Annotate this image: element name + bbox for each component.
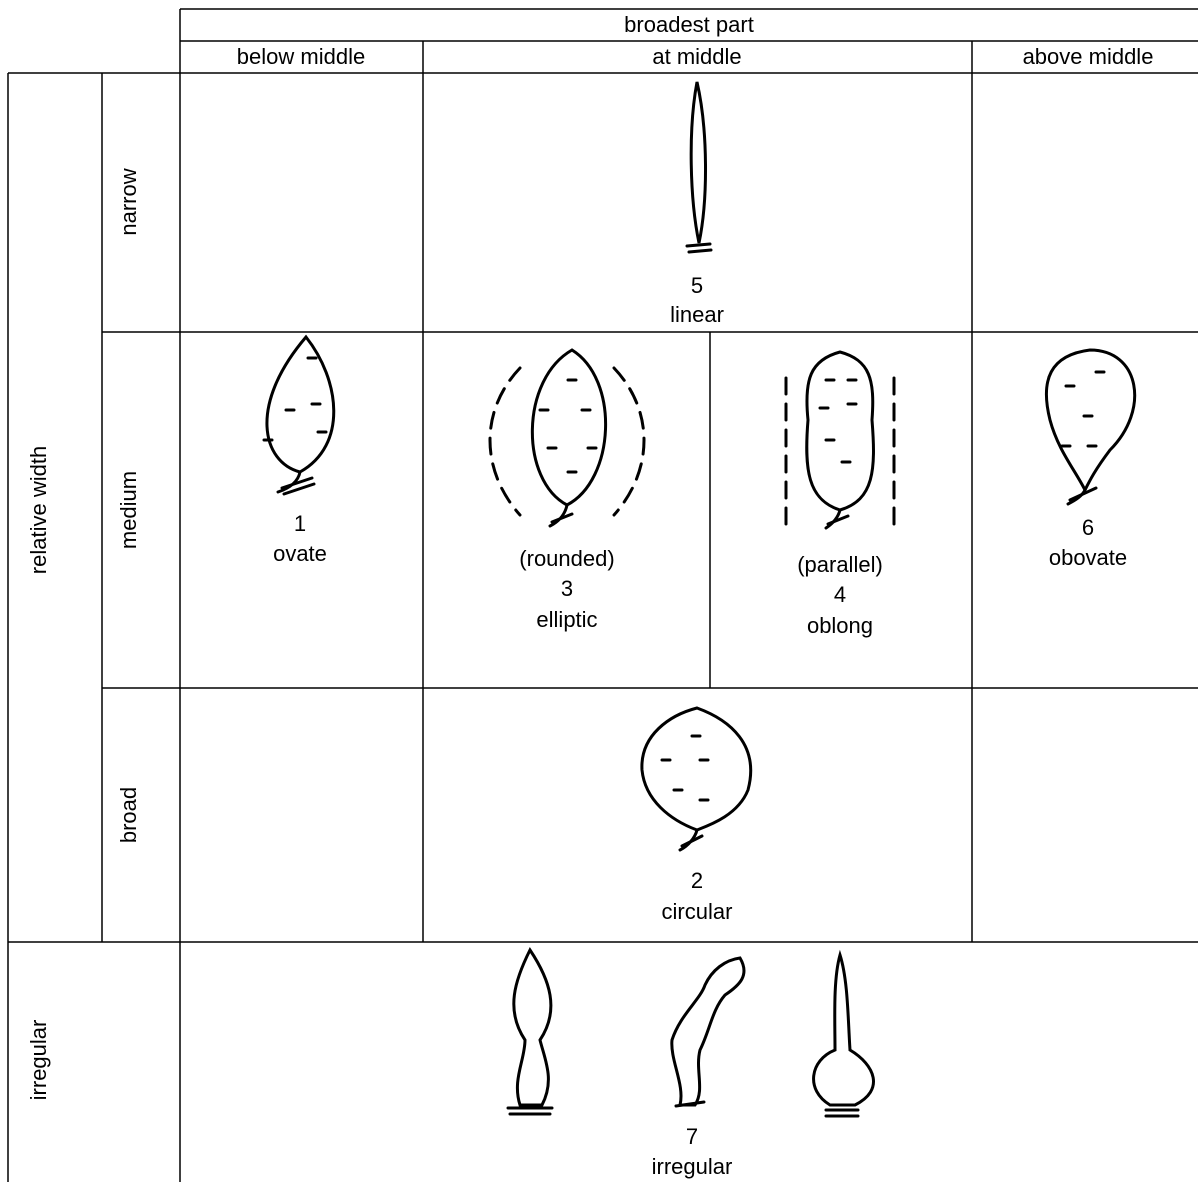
table-grid <box>7 8 1198 1182</box>
shape-number: 3 <box>561 576 573 601</box>
row-group-label: relative width <box>26 446 51 574</box>
shape-name: ovate <box>273 541 327 566</box>
column-header: below middle <box>237 44 365 69</box>
shape-name: elliptic <box>536 607 597 632</box>
leaf-elliptic <box>488 348 646 528</box>
shape-number: 2 <box>691 868 703 893</box>
row-label: medium <box>116 471 141 549</box>
leaf-oblong <box>784 350 896 530</box>
shape-number: 7 <box>686 1124 698 1149</box>
shape-name: irregular <box>652 1154 733 1179</box>
shape-name: obovate <box>1049 545 1127 570</box>
leaf-ovate <box>262 334 336 496</box>
row-label: irregular <box>26 1020 51 1101</box>
column-header: above middle <box>1023 44 1154 69</box>
shape-qualifier: (parallel) <box>797 552 883 577</box>
shape-number: 6 <box>1082 515 1094 540</box>
header-title: broadest part <box>624 12 754 37</box>
shape-qualifier: (rounded) <box>519 546 614 571</box>
leaf-irregular <box>506 947 875 1118</box>
shape-number: 1 <box>294 511 306 536</box>
shape-number: 4 <box>834 582 846 607</box>
shape-name: oblong <box>807 613 873 638</box>
column-header: at middle <box>652 44 741 69</box>
row-label: broad <box>116 787 141 843</box>
shape-name: circular <box>662 899 733 924</box>
row-label: narrow <box>116 168 141 235</box>
leaf-circular <box>640 706 753 852</box>
leaf-obovate <box>1044 348 1137 506</box>
shape-number: 5 <box>691 273 703 298</box>
shape-name: linear <box>670 302 724 327</box>
leaf-linear <box>685 81 713 254</box>
